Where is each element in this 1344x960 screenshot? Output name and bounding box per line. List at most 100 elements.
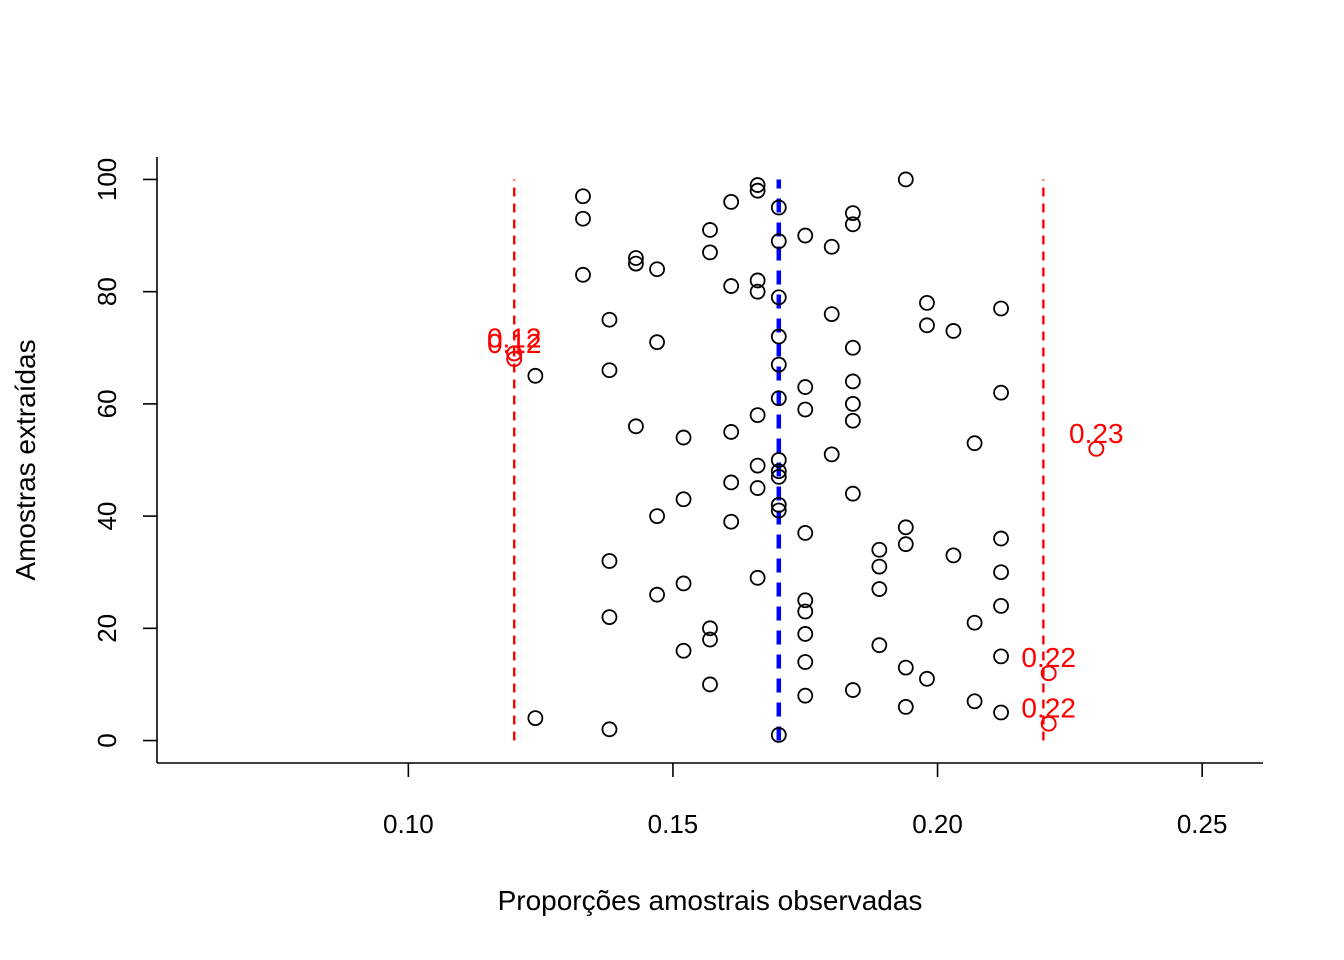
data-point — [797, 227, 814, 244]
data-point — [770, 727, 787, 743]
highlighted-point — [1040, 665, 1057, 682]
data-point — [823, 446, 840, 463]
data-point — [797, 626, 814, 642]
data-point — [797, 654, 814, 670]
data-point — [919, 294, 935, 311]
y-tick-label: 0 — [92, 733, 122, 747]
data-point — [675, 491, 692, 508]
data-point — [702, 631, 718, 648]
data-point — [797, 603, 814, 620]
data-point — [649, 261, 665, 278]
data-point — [844, 339, 861, 356]
data-point — [749, 480, 766, 496]
data-point — [945, 547, 962, 564]
data-point — [844, 412, 861, 429]
data-point — [575, 210, 591, 227]
data-point — [797, 525, 814, 541]
data-point — [844, 485, 861, 502]
data-point — [871, 558, 888, 575]
data-point — [749, 407, 766, 424]
data-point — [966, 693, 983, 710]
data-point — [601, 362, 618, 379]
y-tick-label: 100 — [92, 158, 122, 201]
point-label: 0.22 — [1021, 693, 1076, 724]
data-point — [897, 659, 914, 676]
data-point — [770, 463, 787, 480]
data-point — [897, 519, 914, 536]
data-point — [770, 496, 787, 513]
data-point — [844, 216, 861, 233]
data-point — [993, 384, 1009, 401]
data-point — [675, 429, 692, 446]
data-point — [749, 182, 766, 199]
data-point — [844, 205, 861, 222]
data-point — [770, 502, 787, 519]
data-point — [702, 676, 718, 693]
data-point — [945, 323, 962, 339]
data-point — [897, 536, 914, 553]
y-axis-label: Amostras extraídas — [10, 339, 41, 580]
data-point — [966, 435, 983, 452]
data-point — [770, 199, 787, 216]
data-point — [649, 508, 665, 525]
highlighted-point — [506, 351, 523, 367]
data-point — [823, 238, 840, 255]
y-tick-label: 60 — [92, 389, 122, 418]
data-point — [797, 592, 814, 609]
data-point — [897, 171, 914, 188]
data-point — [993, 648, 1009, 665]
point-label: 0.22 — [1021, 642, 1076, 673]
highlighted-points: 0.120.12 0.23 0.22 0.22 — [487, 322, 1124, 732]
data-point — [675, 575, 692, 592]
data-point — [993, 564, 1009, 581]
data-point — [844, 395, 861, 412]
point-label: 0.12 — [487, 328, 542, 359]
data-point — [749, 272, 766, 289]
data-point — [601, 609, 618, 626]
data-point — [723, 278, 740, 294]
data-point — [770, 289, 787, 306]
highlighted-point — [506, 345, 523, 362]
data-point — [993, 300, 1009, 317]
data-point — [993, 597, 1009, 614]
data-point — [702, 620, 718, 637]
data-point — [575, 188, 591, 205]
data-point — [723, 474, 740, 491]
x-tick-label: 0.25 — [1177, 809, 1228, 839]
y-tick-label: 20 — [92, 614, 122, 643]
reference-lines — [513, 179, 1045, 741]
data-point — [770, 328, 787, 345]
data-point — [966, 614, 983, 631]
data-point — [601, 311, 618, 328]
data-point — [797, 401, 814, 418]
data-point — [601, 721, 618, 738]
data-point — [702, 244, 718, 261]
data-point — [749, 569, 766, 586]
data-point — [702, 222, 718, 238]
x-tick-label: 0.15 — [648, 809, 699, 839]
data-point — [749, 457, 766, 474]
data-point — [628, 250, 644, 266]
data-points — [506, 171, 1105, 743]
data-point — [649, 334, 665, 351]
data-point — [601, 553, 618, 569]
data-point — [628, 255, 644, 272]
data-point — [993, 704, 1009, 721]
data-point — [628, 418, 644, 435]
axes: 0.10 0.15 0.20 0.25 0 20 40 60 80 100 — [92, 157, 1263, 839]
x-tick-label: 0.10 — [383, 809, 434, 839]
data-point — [649, 586, 665, 603]
point-label: 0.23 — [1069, 418, 1124, 449]
data-point — [723, 424, 740, 440]
point-label: 0.12 — [487, 322, 542, 353]
data-point — [675, 642, 692, 659]
data-point — [527, 710, 544, 727]
data-point — [897, 698, 914, 715]
data-point — [749, 177, 766, 193]
x-tick-label: 0.20 — [912, 809, 963, 839]
data-point — [919, 670, 935, 687]
data-point — [723, 193, 740, 210]
data-point — [823, 306, 840, 323]
data-point — [770, 356, 787, 373]
